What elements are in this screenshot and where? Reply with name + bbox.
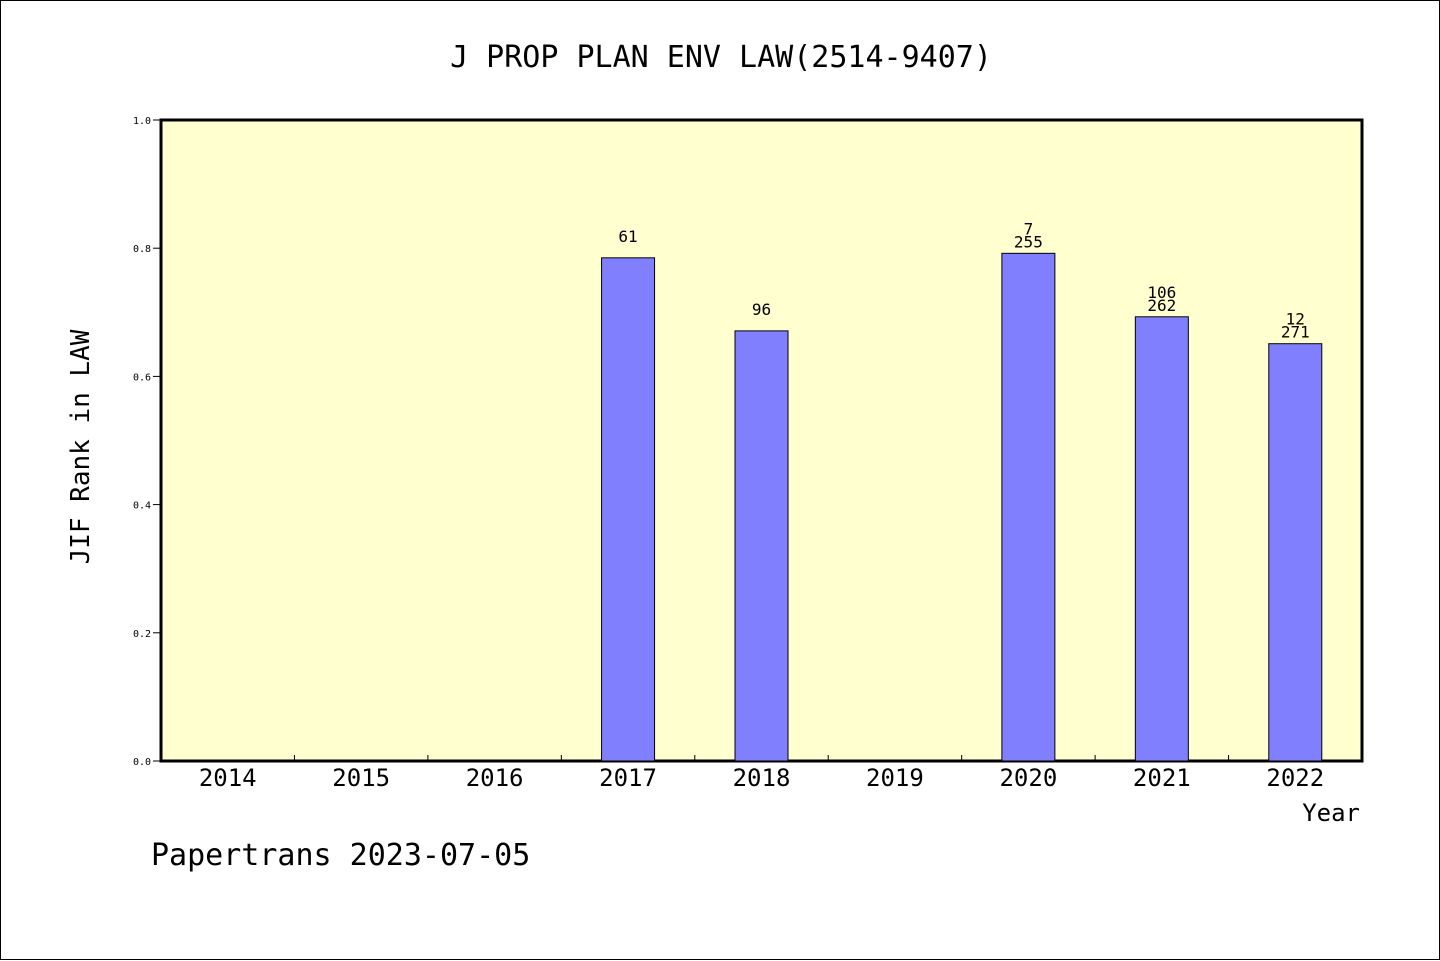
- x-tick-label: 2022: [1266, 764, 1324, 792]
- bar-data-label: 262: [1147, 296, 1176, 315]
- bar-data-label: 12: [1286, 310, 1305, 329]
- y-tick-label: 0.4: [133, 501, 151, 512]
- y-tick-label: 0.0: [133, 757, 151, 768]
- bar-data-label: 7: [1024, 219, 1034, 238]
- x-tick-label: 2014: [199, 764, 257, 792]
- bar-series: [601, 252, 1323, 762]
- bar: [1268, 343, 1323, 762]
- x-tick-label: 2021: [1133, 764, 1191, 792]
- x-tick-label: 2018: [733, 764, 791, 792]
- bar: [601, 257, 656, 762]
- bar-data-label: 106: [1147, 283, 1176, 302]
- bar: [1001, 252, 1056, 762]
- x-tick-label: 2017: [599, 764, 657, 792]
- x-axis: 2014 2015 2016 2017 2018 2019 2020 2021 2022: [199, 755, 1324, 792]
- footer-credit: Papertrans 2023-07-05: [151, 838, 530, 873]
- bar-data-label: 96: [752, 300, 771, 319]
- x-tick-label: 2020: [999, 764, 1057, 792]
- chart-title: J PROP PLAN ENV LAW(2514-9407): [450, 40, 992, 75]
- x-tick-label: 2016: [466, 764, 524, 792]
- y-tick-label: 0.2: [133, 629, 151, 640]
- bar: [734, 330, 789, 762]
- bar-data-label: 61: [618, 227, 637, 246]
- y-axis-label: JIF Rank in LAW: [66, 329, 96, 564]
- bar-data-label: 255: [1014, 232, 1043, 251]
- bar-data-label: 271: [1281, 323, 1310, 342]
- y-tick-label: 0.6: [133, 372, 151, 383]
- x-tick-label: 2019: [866, 764, 924, 792]
- x-tick-label: 2015: [332, 764, 390, 792]
- x-axis-label: Year: [1302, 799, 1360, 827]
- y-tick-label: 1.0: [133, 116, 151, 127]
- bar: [1134, 316, 1189, 762]
- y-axis: 0.0 0.2 0.4 0.6 0.8 1.0: [133, 116, 161, 768]
- y-tick-label: 0.8: [133, 244, 151, 255]
